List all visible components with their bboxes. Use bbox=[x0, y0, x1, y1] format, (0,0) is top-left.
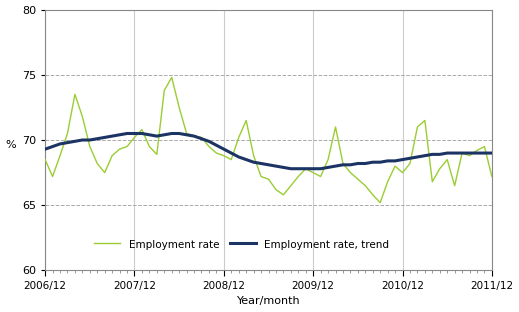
Y-axis label: %: % bbox=[6, 140, 16, 150]
Employment rate bbox=[444, 158, 450, 161]
Employment rate, trend bbox=[124, 132, 130, 135]
Employment rate, trend bbox=[489, 151, 495, 155]
Employment rate, trend bbox=[325, 166, 331, 169]
Employment rate bbox=[288, 184, 294, 188]
Employment rate bbox=[42, 158, 48, 161]
Employment rate, trend bbox=[154, 134, 160, 138]
Employment rate bbox=[131, 135, 138, 139]
Employment rate bbox=[318, 175, 324, 178]
Line: Employment rate: Employment rate bbox=[45, 77, 492, 202]
Line: Employment rate, trend: Employment rate, trend bbox=[45, 134, 492, 169]
Employment rate bbox=[377, 201, 384, 204]
Employment rate, trend bbox=[288, 167, 294, 171]
Employment rate, trend bbox=[444, 151, 450, 155]
Employment rate, trend bbox=[295, 167, 302, 171]
Employment rate, trend bbox=[139, 132, 145, 135]
X-axis label: Year/month: Year/month bbox=[237, 296, 301, 306]
Employment rate bbox=[146, 145, 153, 149]
Employment rate, trend bbox=[42, 147, 48, 151]
Employment rate, trend bbox=[206, 139, 212, 143]
Employment rate bbox=[169, 76, 175, 79]
Employment rate bbox=[489, 175, 495, 178]
Legend: Employment rate, Employment rate, trend: Employment rate, Employment rate, trend bbox=[94, 239, 389, 250]
Employment rate bbox=[206, 145, 212, 149]
